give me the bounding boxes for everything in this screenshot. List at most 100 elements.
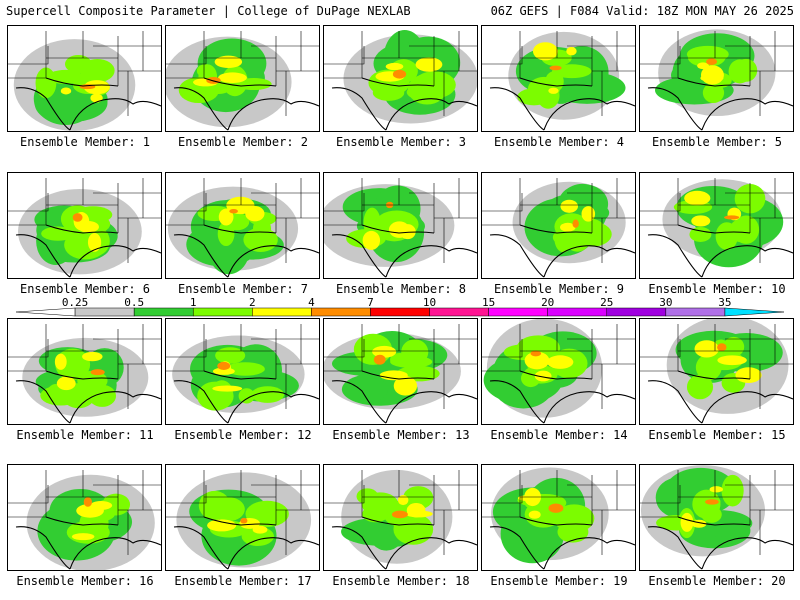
- colorbar-segment: [192, 307, 253, 317]
- state-borders-north: [640, 484, 793, 504]
- scp-shade-yellow: [717, 355, 747, 366]
- scp-shade-lightgreen: [35, 67, 57, 99]
- ensemble-member-label: Ensemble Member: 15: [648, 428, 786, 442]
- scp-shade-lightgreen: [689, 226, 712, 242]
- scp-shade-orange: [549, 65, 562, 71]
- scp-shade-lightgreen: [686, 45, 729, 63]
- state-borders-north: [166, 192, 319, 212]
- red-river: [361, 516, 435, 526]
- coastline: [647, 526, 793, 570]
- red-river: [519, 77, 593, 87]
- scp-shade-orange: [206, 76, 221, 84]
- scp-shade-lightgreen: [251, 386, 285, 403]
- colorbar-tick-label: 30: [659, 296, 672, 309]
- ensemble-member-label: Ensemble Member: 19: [490, 574, 628, 588]
- colorbar-segment: [429, 307, 489, 317]
- coastline: [489, 87, 635, 131]
- scp-shade-yellow: [87, 232, 102, 252]
- ensemble-panel-6: [7, 172, 162, 279]
- state-borders-north: [166, 484, 319, 504]
- coastline: [173, 526, 319, 570]
- ensemble-panel-4: [481, 25, 636, 132]
- scp-shade-yellow: [680, 512, 694, 532]
- scp-shade-orange: [530, 350, 542, 357]
- scp-map-18: [324, 469, 477, 570]
- scp-shade-lightgreen: [47, 69, 84, 84]
- scp-shade-orange: [705, 499, 719, 505]
- ensemble-member-label: Ensemble Member: 10: [648, 282, 786, 296]
- scp-shade-yellow: [405, 510, 433, 518]
- scp-map-15: [640, 319, 793, 424]
- colorbar-tick-label: 1: [190, 296, 197, 309]
- scp-shade-yellow: [524, 351, 550, 370]
- ensemble-panel-14: [481, 318, 636, 425]
- red-river: [361, 224, 435, 234]
- coastline: [647, 87, 793, 131]
- scp-map-4: [482, 31, 635, 131]
- scp-shade-yellow: [534, 370, 552, 382]
- scp-map-1: [8, 31, 161, 131]
- ensemble-panel-18: [323, 464, 478, 571]
- scp-map-5: [640, 29, 793, 131]
- state-borders-north: [324, 338, 477, 358]
- scp-shade-lightgreen: [217, 221, 235, 247]
- state-borders-north: [482, 192, 635, 212]
- scp-shade-yellow: [212, 385, 243, 392]
- scp-shade-yellow: [83, 80, 110, 95]
- scp-shade-yellow: [700, 65, 724, 85]
- ensemble-member-label: Ensemble Member: 13: [332, 428, 470, 442]
- scp-shade-lightgreen: [238, 388, 255, 404]
- ensemble-panel-9: [481, 172, 636, 279]
- scp-shade-yellow: [528, 510, 541, 519]
- scp-map-20: [640, 465, 793, 570]
- coastline: [173, 380, 319, 424]
- scp-shade-yellow: [218, 208, 234, 226]
- scp-map-2: [166, 31, 319, 131]
- colorbar-tick-label: 7: [367, 296, 374, 309]
- colorbar-tick-label: 15: [482, 296, 495, 309]
- coastline: [15, 87, 161, 131]
- coastline: [489, 380, 635, 424]
- scp-shade-yellow: [684, 190, 711, 206]
- ensemble-member-label: Ensemble Member: 5: [651, 135, 783, 149]
- ensemble-member-label: Ensemble Member: 8: [335, 282, 467, 296]
- colorbar-segment: [724, 307, 785, 317]
- scp-shade-lightgreen: [686, 374, 714, 400]
- colorbar-segment: [606, 307, 667, 317]
- state-borders-north: [482, 484, 635, 504]
- ensemble-panel-11: [7, 318, 162, 425]
- ensemble-member-label: Ensemble Member: 16: [16, 574, 154, 588]
- scp-shade-orange: [572, 219, 579, 228]
- scp-shade-yellow: [214, 55, 243, 68]
- state-borders-north: [324, 192, 477, 212]
- scp-shade-yellow: [415, 57, 443, 72]
- ensemble-member-label: Ensemble Member: 18: [332, 574, 470, 588]
- ensemble-member-label: Ensemble Member: 7: [177, 282, 309, 296]
- scp-shade-yellow: [372, 345, 397, 358]
- red-river: [203, 224, 277, 234]
- colorbar-segment: [311, 307, 371, 317]
- red-river: [519, 224, 593, 234]
- scp-shade-yellow: [709, 486, 723, 493]
- scp-shade-yellow: [218, 72, 247, 84]
- ensemble-panel-12: [165, 318, 320, 425]
- scp-shade-lightgreen: [47, 384, 65, 403]
- scp-shade-yellow: [252, 525, 268, 534]
- ensemble-panel-3: [323, 25, 478, 132]
- red-river: [519, 370, 593, 380]
- state-borders-north: [8, 484, 161, 504]
- coastline: [331, 380, 477, 424]
- coastline: [489, 526, 635, 570]
- ensemble-panel-8: [323, 172, 478, 279]
- red-river: [677, 516, 751, 526]
- state-borders-north: [482, 45, 635, 65]
- state-borders-north: [640, 45, 793, 65]
- scp-shade-orange: [90, 369, 105, 376]
- scp-shade-orange: [240, 517, 248, 524]
- colorbar-tick-label: 25: [600, 296, 613, 309]
- scp-shade-orange: [83, 497, 92, 507]
- scp-shade-lightgreen: [551, 64, 592, 79]
- coastline: [173, 234, 319, 278]
- scp-shade-lightgreen: [225, 362, 265, 376]
- scp-shade-yellow: [560, 199, 578, 213]
